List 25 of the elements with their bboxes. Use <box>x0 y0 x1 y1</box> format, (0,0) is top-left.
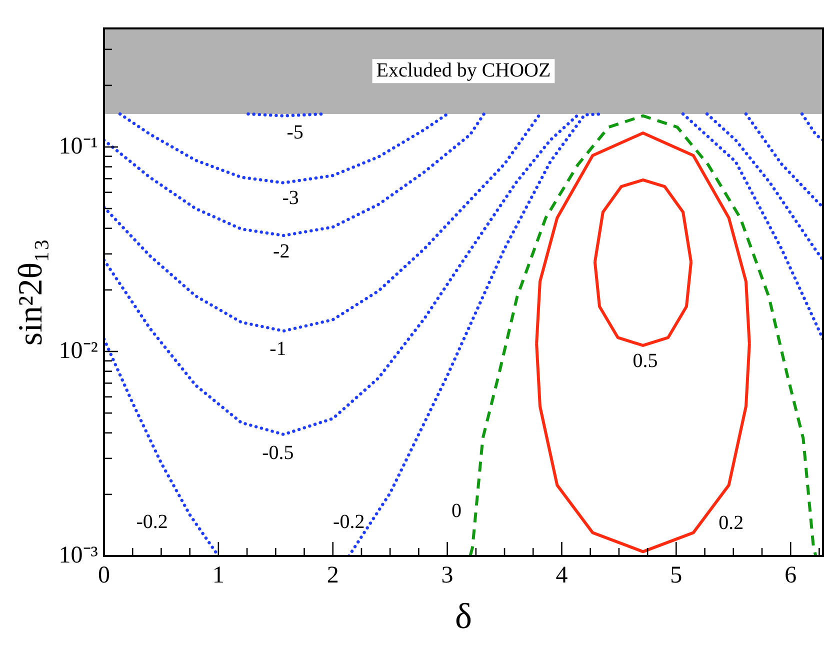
x-tick-label: 6 <box>784 562 797 589</box>
y-tick-label: 10⁻² <box>58 338 98 364</box>
band-label: Excluded by CHOOZ <box>376 59 551 82</box>
x-tick-label: 4 <box>556 562 568 589</box>
series-label: -0.2 <box>333 511 365 534</box>
x-tick-label: 0 <box>98 562 110 589</box>
line-series <box>468 114 818 556</box>
y-axis-title: sin²2θ₁₃ <box>12 238 50 346</box>
x-tick-label: 5 <box>670 562 682 589</box>
x-tick-label: 2 <box>326 562 339 589</box>
series-label: -2 <box>273 240 290 263</box>
text: -0.2 <box>136 511 168 534</box>
x-axis-title: δ <box>455 596 472 636</box>
series-label: -0.5 <box>262 442 294 464</box>
series-label: 0 <box>451 500 462 522</box>
y-tick-label: 10⁻¹ <box>58 133 98 160</box>
line-series <box>118 112 449 184</box>
series-label: -3 <box>282 187 299 210</box>
series-label: -1 <box>270 338 286 360</box>
y-tick-label: 10⁻³ <box>58 542 98 568</box>
x-tick-label: 1 <box>212 562 224 589</box>
x-tick-label: 3 <box>441 562 454 589</box>
series-label: -5 <box>286 121 304 144</box>
series-label: 0.5 <box>632 350 658 372</box>
series-label: 0.2 <box>718 512 744 534</box>
